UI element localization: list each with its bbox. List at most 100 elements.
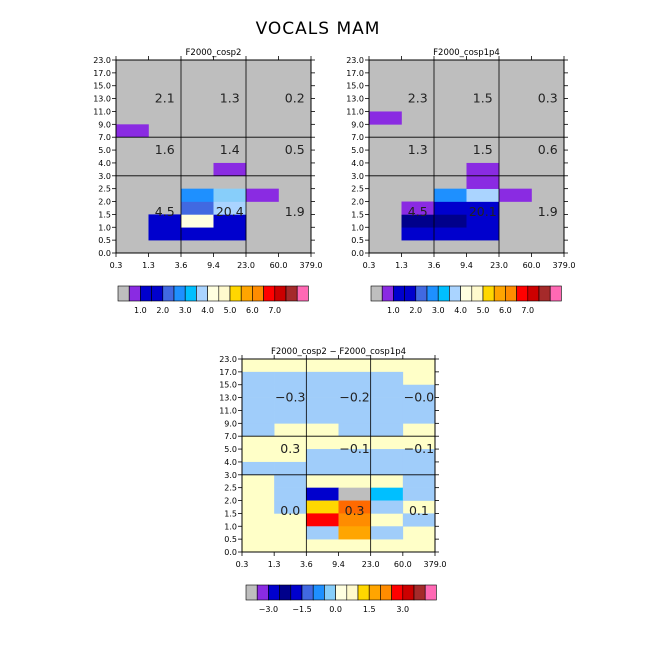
y-tick-label: 17.0 [219,368,237,377]
region-value-label: 20.4 [216,204,244,219]
heatmap-cell [466,214,500,228]
heatmap-cell [370,397,404,411]
heatmap-cell [274,384,307,398]
heatmap-cell [466,227,500,241]
region-value-label: 1.4 [220,142,240,157]
colorbar-label: 2.0 [409,306,422,315]
y-tick-label: 7.0 [98,133,111,142]
heatmap-cell [370,461,404,476]
x-tick-label: 3.6 [428,261,441,270]
x-tick-label: 23.0 [362,560,380,569]
heatmap-cell [370,423,404,437]
panel-title: F2000_cosp1p4 [433,48,500,58]
colorbar-label: 3.0 [179,306,192,315]
region-value-label: 1.3 [408,142,428,157]
x-tick-label: 379.0 [553,261,576,270]
colorbar-box [357,584,370,601]
x-tick-label: 1.3 [268,560,281,569]
colorbar-box [538,285,551,302]
heatmap-cell [213,201,247,215]
colorbar-label: 4.0 [454,306,467,315]
heatmap-cell [370,526,404,540]
colorbar-box [301,584,314,601]
region-value-label: 1.9 [285,204,305,219]
colorbar-box [391,584,404,601]
heatmap-cell [402,449,436,463]
y-tick-label: 1.5 [351,210,364,219]
y-tick-label: 4.0 [98,159,111,168]
region-value-label: 1.9 [538,204,558,219]
colorbar-box [140,285,152,302]
x-tick-label: 60.0 [270,261,288,270]
heatmap-cell [306,513,339,527]
heatmap-cell [242,423,275,437]
heatmap-cell [338,423,371,437]
region-value-label: 2.3 [408,91,428,106]
region-value-label: −0.3 [275,390,305,405]
y-tick-label: 3.0 [98,172,111,181]
heatmap-cell [338,526,371,540]
x-tick-label: 23.0 [237,261,255,270]
colorbar-box [516,285,529,302]
colorbar-box [413,584,426,601]
y-tick-label: 5.0 [351,146,364,155]
y-tick-label: 1.5 [224,509,237,518]
colorbar-box [426,285,439,302]
heatmap-cell [274,487,307,501]
x-tick-label: 23.0 [490,261,508,270]
heatmap-cell [466,175,500,189]
region-value-label: 4.5 [155,204,175,219]
heatmap-cell [466,188,500,202]
heatmap-cell [370,449,404,463]
y-tick-label: 23.0 [219,355,237,364]
heatmap-cell [181,188,214,202]
colorbar-label: 1.0 [387,306,400,315]
y-tick-label: 1.5 [98,210,111,219]
heatmap-cell [306,410,339,424]
x-tick-label: 0.3 [363,261,376,270]
region-value-label: 0.5 [285,142,305,157]
region-value-label: 0.6 [538,142,558,157]
y-tick-label: 2.5 [98,185,111,194]
heatmap-cell [338,461,371,476]
heatmap-cell [338,500,371,514]
colorbar-box [117,285,130,302]
region-value-label: 0.3 [538,91,558,106]
heatmap-cell [242,461,275,476]
panel-f2000-cosp2: F2000_cosp2 0.0 0.5 1.0 1.5 2.0 2.5 3.0 4.0 5.0 7.… [93,48,322,315]
colorbar-box [380,584,392,601]
colorbar-label: 5.0 [477,306,490,315]
heatmap-cell [274,410,307,424]
region-value-label: 1.6 [155,142,175,157]
colorbar-label: −3.0 [259,605,278,614]
region-value-label: 0.1 [409,503,429,518]
heatmap-cell [369,111,402,125]
y-tick-label: 15.0 [219,381,237,390]
colorbar-box [415,285,428,302]
heatmap-cell [402,513,436,527]
heatmap-cell [181,227,214,241]
y-tick-label: 5.0 [224,445,237,454]
y-tick-label: 5.0 [98,146,111,155]
colorbar-box [493,285,506,302]
heatmap-cell [274,461,307,476]
x-tick-label: 3.6 [175,261,188,270]
panel-f2000-cosp1p4: F2000_cosp1p4 0.0 0.5 1.0 1.5 2.0 2.5 3.0 4.0 5.0… [346,48,575,315]
y-tick-label: 1.0 [224,522,237,531]
heatmap-cell [274,474,307,488]
colorbar-label: 5.0 [224,306,237,315]
x-tick-label: 0.3 [236,560,249,569]
region-value-label: −0.2 [339,390,369,405]
region-value-label: 4.5 [408,204,428,219]
y-tick-label: 11.0 [219,406,237,415]
colorbar-label: 1.5 [363,605,376,614]
y-tick-label: 11.0 [93,107,111,116]
heatmap-cell [402,487,436,501]
heatmap-cell [338,384,371,398]
colorbar-box [324,584,336,601]
x-tick-label: 379.0 [300,261,323,270]
heatmap-cell [466,201,500,215]
y-tick-label: 13.0 [219,394,237,403]
heatmap-cell [338,371,371,386]
heatmap-cell [148,227,182,241]
